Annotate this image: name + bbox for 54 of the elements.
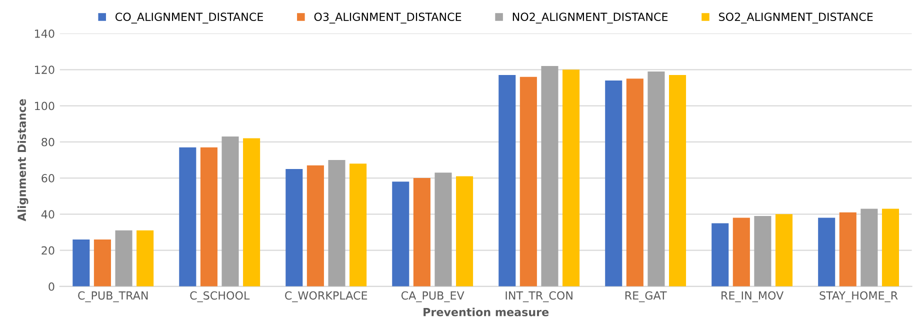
y-tick-label: 140 — [35, 29, 54, 38]
legend-label: O3_ALIGNMENT_DISTANCE — [314, 12, 462, 24]
x-tick-label: C_SCHOOL — [190, 291, 250, 302]
bar — [520, 76, 537, 286]
x-tick-label: STAY_HOME_R — [820, 291, 898, 302]
y-tick-label: 100 — [35, 102, 54, 110]
x-tick-label: CA_PUB_EV — [401, 291, 464, 302]
bar — [136, 230, 154, 286]
x-axis-title: Prevention measure — [424, 308, 549, 316]
bar — [286, 168, 303, 286]
bar — [350, 164, 367, 286]
bar — [328, 160, 346, 286]
bar — [200, 147, 218, 286]
bar — [648, 71, 665, 286]
legend-label: NO2_ALIGNMENT_DISTANCE — [512, 12, 668, 24]
bar — [243, 138, 260, 286]
bar — [860, 208, 878, 286]
bar — [434, 172, 452, 286]
x-tick-label: C_PUB_TRAN — [78, 291, 148, 302]
bar — [456, 176, 474, 286]
bar — [732, 218, 750, 286]
y-tick-label: 120 — [35, 66, 54, 74]
bar — [754, 216, 772, 286]
legend-label: CO_ALIGNMENT_DISTANCE — [115, 12, 263, 24]
bar — [818, 218, 836, 286]
y-tick-label: 0 — [48, 282, 54, 291]
bar — [626, 78, 644, 286]
bar — [222, 136, 239, 286]
bar — [115, 230, 132, 286]
bar — [605, 80, 622, 286]
bar — [306, 165, 324, 286]
bar — [498, 75, 516, 286]
bar — [562, 70, 580, 286]
bar — [94, 239, 111, 286]
bar — [541, 66, 558, 286]
bar — [712, 223, 729, 286]
bar — [392, 182, 410, 286]
y-tick-label: 80 — [42, 138, 54, 146]
y-axis-title: Alignment Distance — [17, 99, 28, 222]
bar — [413, 178, 430, 286]
x-tick-label: RE_IN_MOV — [722, 291, 784, 302]
bar — [72, 239, 90, 286]
bar — [839, 212, 856, 286]
x-tick-label: RE_GAT — [625, 291, 667, 302]
bar — [882, 208, 900, 286]
y-tick-label: 20 — [42, 246, 54, 255]
y-tick-label: 40 — [41, 210, 54, 219]
x-tick-label: C_WORKPLACE — [285, 291, 368, 302]
x-tick-label: INT_TR_CON — [506, 291, 572, 302]
bar — [668, 75, 686, 286]
y-tick-label: 60 — [42, 174, 54, 182]
legend-label: SO2_ALIGNMENT_DISTANCE — [719, 12, 873, 24]
bar — [775, 214, 793, 286]
bar — [179, 147, 196, 286]
